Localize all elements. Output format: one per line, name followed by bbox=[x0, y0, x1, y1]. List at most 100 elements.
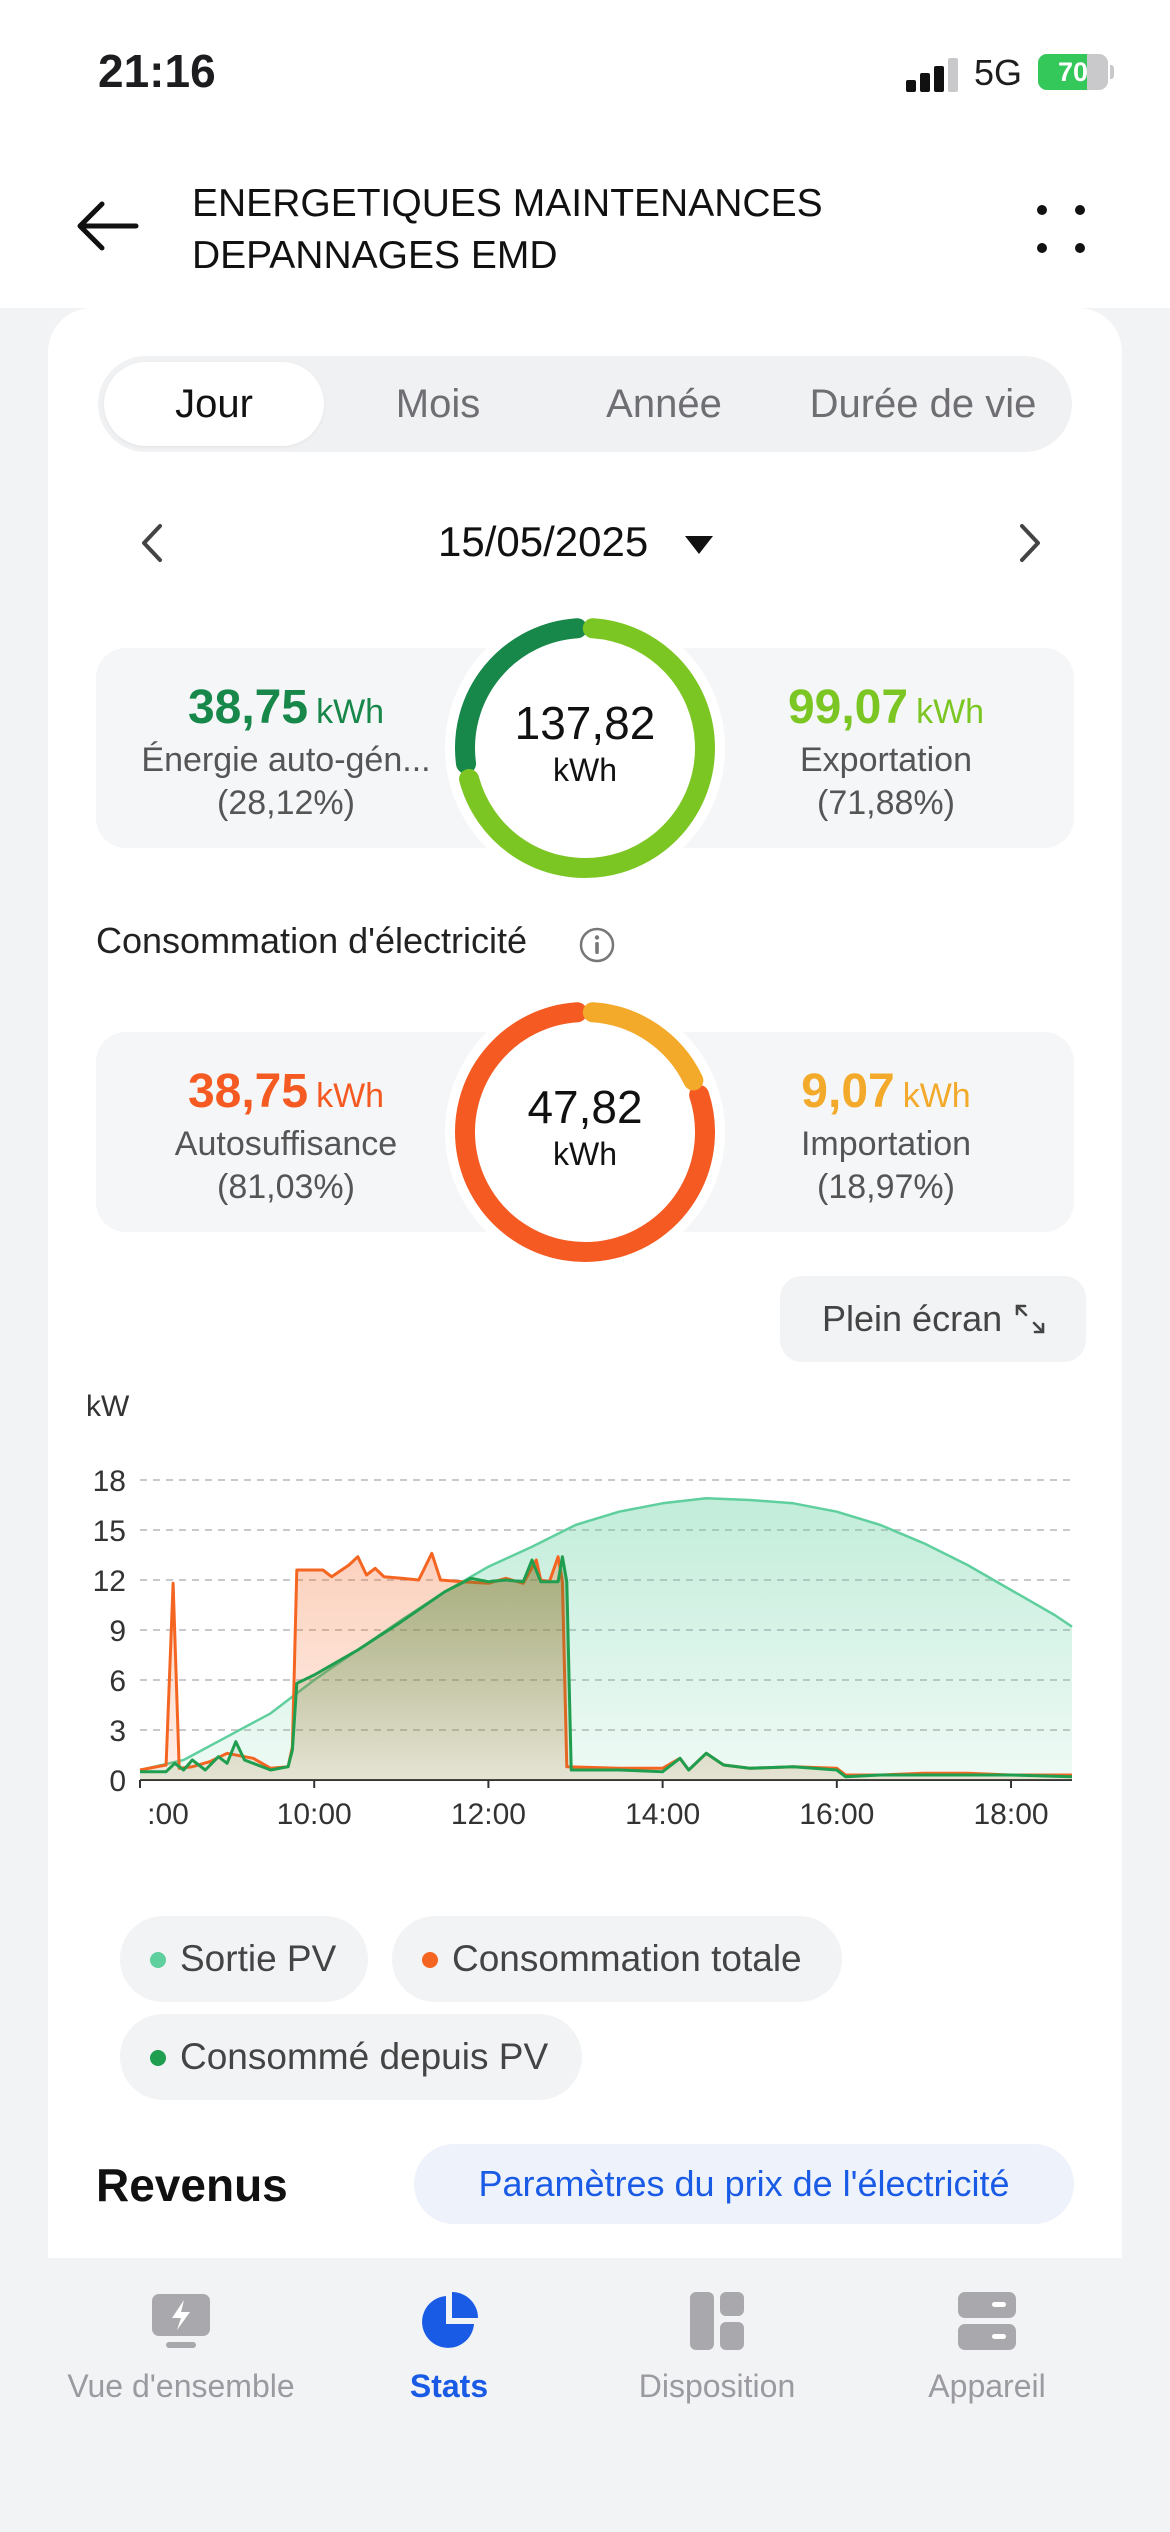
production-total-value: 137,82 bbox=[514, 697, 656, 749]
y-tick-label: 9 bbox=[109, 1615, 126, 1648]
revenus-title: Revenus bbox=[96, 2159, 288, 2211]
pie-chart-icon bbox=[422, 2292, 478, 2348]
y-axis-unit: kW bbox=[86, 1390, 130, 1423]
fullscreen-button[interactable]: Plein écran bbox=[780, 1276, 1086, 1362]
series-line-consomme-depuis-pv bbox=[140, 1555, 1073, 1779]
production-donut-segment-secondary bbox=[459, 618, 715, 878]
nav-label-overview: Vue d'ensemble bbox=[67, 2368, 295, 2404]
expand-icon bbox=[1015, 1304, 1045, 1334]
status-time: 21:16 bbox=[98, 45, 216, 97]
self-generated-percent: (28,12%) bbox=[217, 784, 355, 822]
consumption-donut-chart bbox=[445, 992, 725, 1272]
export-unit: kWh bbox=[916, 693, 985, 731]
self-sufficiency-label: Autosuffisance bbox=[174, 1125, 398, 1163]
battery-level: 70 bbox=[1057, 57, 1089, 87]
legend-dot-consumed-pv bbox=[150, 2050, 166, 2066]
series-area-consomme-depuis-pv bbox=[140, 1556, 1072, 1780]
signal-icon bbox=[906, 58, 958, 92]
export-stat: 99,07 kWh Exportation (71,88%) bbox=[716, 680, 1056, 823]
self-generated-label: Énergie auto-gén... bbox=[141, 741, 431, 779]
device-icon bbox=[958, 2292, 1016, 2350]
nav-vue-ensemble[interactable]: Vue d'ensemble bbox=[46, 2288, 316, 2405]
consumption-donut-backdrop bbox=[445, 992, 725, 1272]
nav-appareil[interactable]: Appareil bbox=[852, 2288, 1122, 2405]
legend-sortie-pv[interactable]: Sortie PV bbox=[120, 1916, 368, 2002]
y-tick-label: 6 bbox=[109, 1665, 126, 1698]
legend-dot-consumption bbox=[422, 1952, 438, 1968]
info-icon[interactable] bbox=[578, 926, 616, 964]
import-unit: kWh bbox=[902, 1077, 971, 1115]
self-sufficiency-unit: kWh bbox=[316, 1077, 385, 1115]
legend-label-consumed-pv: Consommé depuis PV bbox=[180, 2036, 549, 2077]
y-tick-label: 0 bbox=[109, 1765, 126, 1798]
self-sufficiency-stat: 38,75 kWh Autosuffisance (81,03%) bbox=[116, 1064, 456, 1207]
back-arrow-icon[interactable] bbox=[72, 190, 144, 262]
consumption-total-value: 47,82 bbox=[527, 1081, 643, 1133]
title-line-2: DEPANNAGES EMD bbox=[192, 234, 558, 277]
import-value: 9,07 bbox=[801, 1065, 895, 1118]
battery-icon: 70 bbox=[1038, 54, 1108, 90]
import-label: Importation bbox=[800, 1125, 972, 1163]
consumption-total-unit: kWh bbox=[553, 1136, 617, 1172]
title-line-1: ENERGETIQUES MAINTENANCES bbox=[192, 182, 823, 225]
series-area-sortie-pv bbox=[140, 1498, 1072, 1780]
self-generated-value: 38,75 bbox=[187, 681, 309, 734]
nav-label-disposition: Disposition bbox=[638, 2368, 796, 2404]
consumption-donut-segment-secondary bbox=[582, 1002, 704, 1091]
selected-date[interactable]: 15/05/2025 bbox=[438, 518, 649, 565]
export-label: Exportation bbox=[800, 741, 972, 779]
period-tabs: Jour Mois Année Durée de vie bbox=[98, 356, 1072, 452]
production-total: 137,82 kWh bbox=[445, 696, 725, 789]
production-donut-chart bbox=[445, 608, 725, 888]
production-donut-segment-primary bbox=[455, 618, 588, 774]
app-header: ENERGETIQUES MAINTENANCES DEPANNAGES EMD bbox=[0, 150, 1170, 308]
production-donut-backdrop bbox=[445, 608, 725, 888]
x-tick-label: :00 bbox=[147, 1798, 189, 1831]
tab-duree-de-vie[interactable]: Durée de vie bbox=[809, 382, 1037, 426]
import-percent: (18,97%) bbox=[817, 1168, 955, 1206]
tab-jour[interactable]: Jour bbox=[104, 362, 324, 446]
self-sufficiency-value: 38,75 bbox=[187, 1065, 309, 1118]
page-title: ENERGETIQUES MAINTENANCES DEPANNAGES EMD bbox=[192, 178, 972, 282]
bottom-navigation: Vue d'ensemble Stats Disposition Apparei… bbox=[0, 2258, 1170, 2532]
nav-stats[interactable]: Stats bbox=[314, 2288, 584, 2405]
previous-day-icon[interactable] bbox=[118, 508, 188, 578]
x-tick-label: 14:00 bbox=[625, 1798, 700, 1831]
electricity-price-settings-button[interactable]: Paramètres du prix de l'électricité bbox=[414, 2144, 1074, 2224]
network-type: 5G bbox=[974, 52, 1023, 93]
self-generated-stat: 38,75 kWh Énergie auto-gén... (28,12%) bbox=[116, 680, 456, 823]
x-tick-label: 10:00 bbox=[277, 1798, 352, 1831]
production-total-unit: kWh bbox=[553, 752, 617, 788]
production-donut: 137,82 kWh bbox=[445, 608, 725, 888]
export-value: 99,07 bbox=[787, 681, 909, 734]
nav-disposition[interactable]: Disposition bbox=[582, 2288, 852, 2405]
more-options-icon[interactable] bbox=[1030, 198, 1092, 260]
self-generated-unit: kWh bbox=[316, 693, 385, 731]
nav-label-stats: Stats bbox=[409, 2368, 489, 2404]
next-day-icon[interactable] bbox=[994, 508, 1064, 578]
import-stat: 9,07 kWh Importation (18,97%) bbox=[716, 1064, 1056, 1207]
legend-consomme-depuis-pv[interactable]: Consommé depuis PV bbox=[120, 2014, 582, 2100]
x-tick-label: 16:00 bbox=[799, 1798, 874, 1831]
legend-consommation-totale[interactable]: Consommation totale bbox=[392, 1916, 842, 2002]
overview-icon bbox=[152, 2294, 210, 2348]
consumption-total: 47,82 kWh bbox=[445, 1080, 725, 1173]
caret-down-icon[interactable] bbox=[683, 532, 715, 558]
legend-label-pv: Sortie PV bbox=[180, 1938, 337, 1979]
tab-annee[interactable]: Année bbox=[606, 382, 722, 426]
consumption-donut-segment-primary bbox=[455, 1002, 715, 1262]
export-percent: (71,88%) bbox=[817, 784, 955, 822]
legend-label-consumption: Consommation totale bbox=[452, 1938, 802, 1979]
x-tick-label: 18:00 bbox=[973, 1798, 1048, 1831]
tab-mois[interactable]: Mois bbox=[395, 382, 481, 426]
y-tick-label: 3 bbox=[109, 1715, 126, 1748]
self-sufficiency-percent: (81,03%) bbox=[217, 1168, 355, 1206]
y-tick-label: 15 bbox=[93, 1515, 126, 1548]
nav-label-appareil: Appareil bbox=[928, 2368, 1046, 2404]
x-tick-label: 12:00 bbox=[451, 1798, 526, 1831]
y-tick-label: 18 bbox=[93, 1465, 126, 1498]
consumption-donut: 47,82 kWh bbox=[445, 992, 725, 1272]
stats-card: Jour Mois Année Durée de vie 15/05/2025 … bbox=[48, 308, 1122, 2258]
y-tick-label: 12 bbox=[93, 1565, 126, 1598]
